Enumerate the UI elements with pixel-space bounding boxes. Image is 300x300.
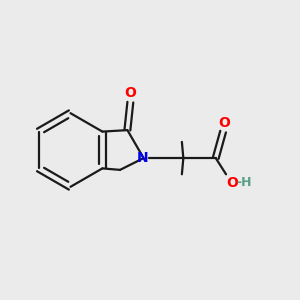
- Text: O: O: [226, 176, 238, 190]
- Text: N: N: [136, 151, 148, 164]
- Text: O: O: [124, 86, 136, 100]
- Text: -H: -H: [236, 176, 251, 189]
- Text: O: O: [219, 116, 230, 130]
